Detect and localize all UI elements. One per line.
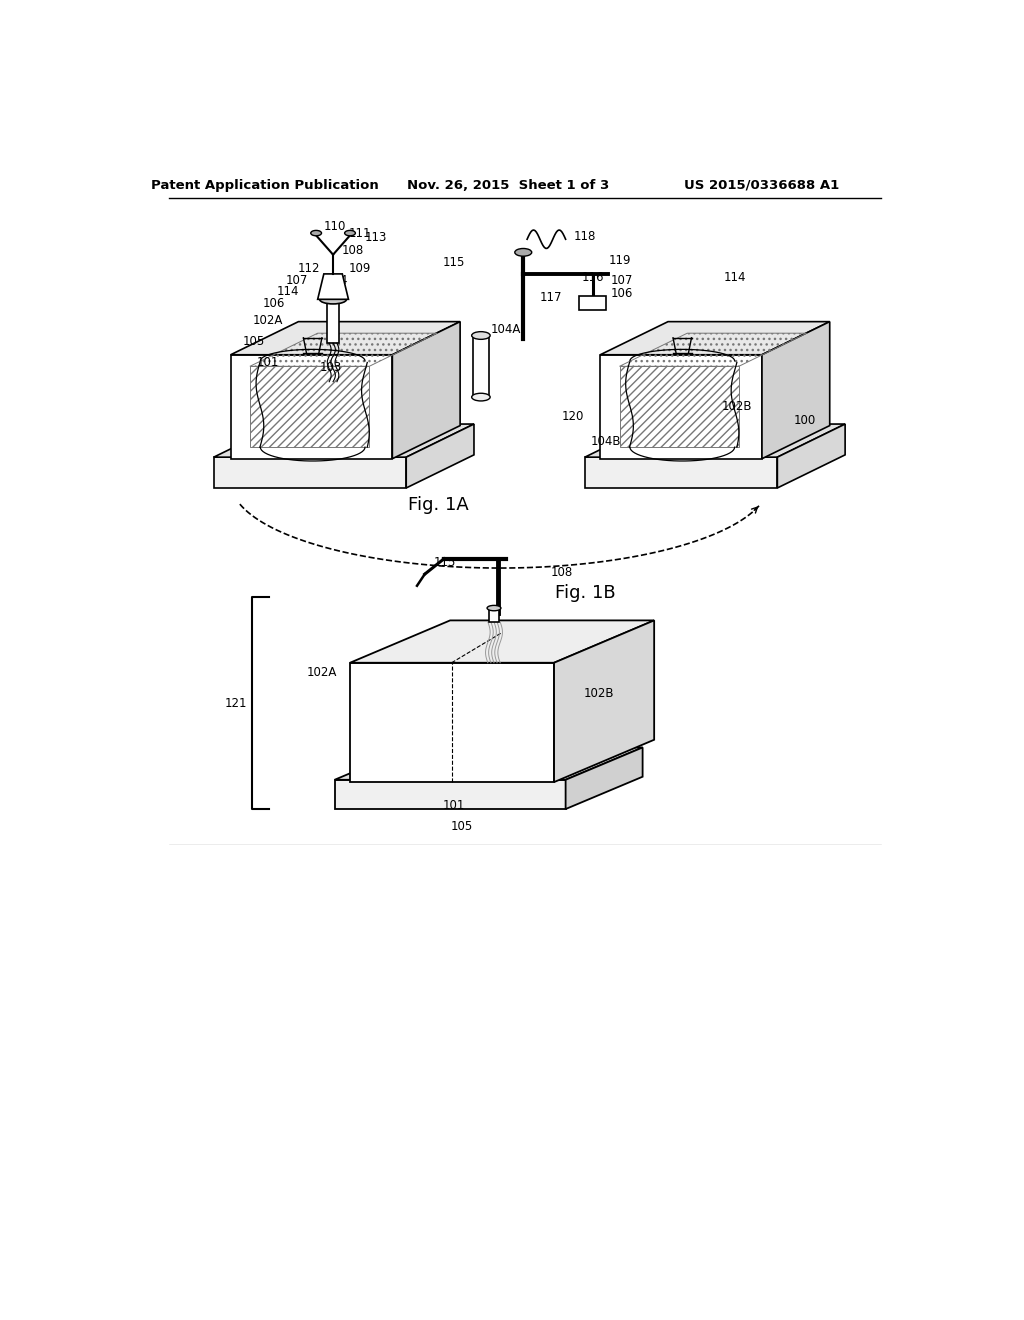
Text: 114: 114 xyxy=(276,285,299,298)
Text: 108: 108 xyxy=(551,566,572,579)
Bar xyxy=(488,609,500,622)
Text: 102A: 102A xyxy=(306,667,337,680)
Text: 102A: 102A xyxy=(253,314,283,326)
Ellipse shape xyxy=(472,331,490,339)
Polygon shape xyxy=(407,424,474,488)
Text: 103: 103 xyxy=(319,362,342,375)
Polygon shape xyxy=(230,355,392,459)
Text: Patent Application Publication: Patent Application Publication xyxy=(152,178,379,191)
Text: Fig. 1A: Fig. 1A xyxy=(409,496,469,513)
Text: 117: 117 xyxy=(540,290,562,304)
Bar xyxy=(579,296,606,310)
Ellipse shape xyxy=(515,248,531,256)
Polygon shape xyxy=(392,322,460,459)
Polygon shape xyxy=(230,322,460,355)
Polygon shape xyxy=(600,355,762,459)
Polygon shape xyxy=(335,780,565,809)
Text: 118: 118 xyxy=(573,231,596,243)
Text: 115: 115 xyxy=(442,256,465,269)
Polygon shape xyxy=(600,322,829,355)
Ellipse shape xyxy=(487,606,501,611)
Text: 119: 119 xyxy=(609,253,632,267)
Text: 116: 116 xyxy=(582,271,604,284)
Text: 109: 109 xyxy=(349,261,372,275)
Polygon shape xyxy=(585,424,845,457)
Text: 102B: 102B xyxy=(584,686,614,700)
Text: 108: 108 xyxy=(341,244,364,257)
Polygon shape xyxy=(554,620,654,781)
Text: 107: 107 xyxy=(610,273,633,286)
Ellipse shape xyxy=(472,393,490,401)
Text: 106: 106 xyxy=(262,297,285,310)
Ellipse shape xyxy=(310,231,322,236)
Polygon shape xyxy=(777,424,845,488)
Polygon shape xyxy=(762,322,829,459)
Polygon shape xyxy=(214,424,474,457)
Text: 104B: 104B xyxy=(591,436,622,449)
Bar xyxy=(327,301,339,343)
Polygon shape xyxy=(317,275,348,300)
Polygon shape xyxy=(214,457,407,488)
Bar xyxy=(473,335,488,397)
Text: 105: 105 xyxy=(451,820,473,833)
Ellipse shape xyxy=(319,294,346,304)
Text: 101: 101 xyxy=(442,799,465,812)
Text: 101: 101 xyxy=(256,356,279,370)
Polygon shape xyxy=(585,457,777,488)
Text: 105: 105 xyxy=(243,335,265,348)
Polygon shape xyxy=(335,747,643,780)
Polygon shape xyxy=(350,663,554,781)
Text: 100: 100 xyxy=(794,413,816,426)
Text: 114: 114 xyxy=(326,273,348,286)
Ellipse shape xyxy=(345,231,355,236)
Polygon shape xyxy=(565,747,643,809)
Text: 120: 120 xyxy=(562,409,585,422)
Text: 110: 110 xyxy=(324,219,346,232)
Text: 107: 107 xyxy=(286,273,308,286)
Text: Nov. 26, 2015  Sheet 1 of 3: Nov. 26, 2015 Sheet 1 of 3 xyxy=(407,178,609,191)
Text: 121: 121 xyxy=(225,697,248,710)
Text: 111: 111 xyxy=(349,227,372,240)
Polygon shape xyxy=(350,620,654,663)
Text: Fig. 1B: Fig. 1B xyxy=(555,585,615,602)
Text: 114: 114 xyxy=(724,271,746,284)
Text: 104A: 104A xyxy=(492,323,521,335)
Text: 106: 106 xyxy=(610,286,633,300)
Text: 102B: 102B xyxy=(722,400,753,413)
Text: 113: 113 xyxy=(365,231,387,244)
Text: US 2015/0336688 A1: US 2015/0336688 A1 xyxy=(684,178,840,191)
Text: 115: 115 xyxy=(433,556,456,569)
Text: 112: 112 xyxy=(298,261,321,275)
